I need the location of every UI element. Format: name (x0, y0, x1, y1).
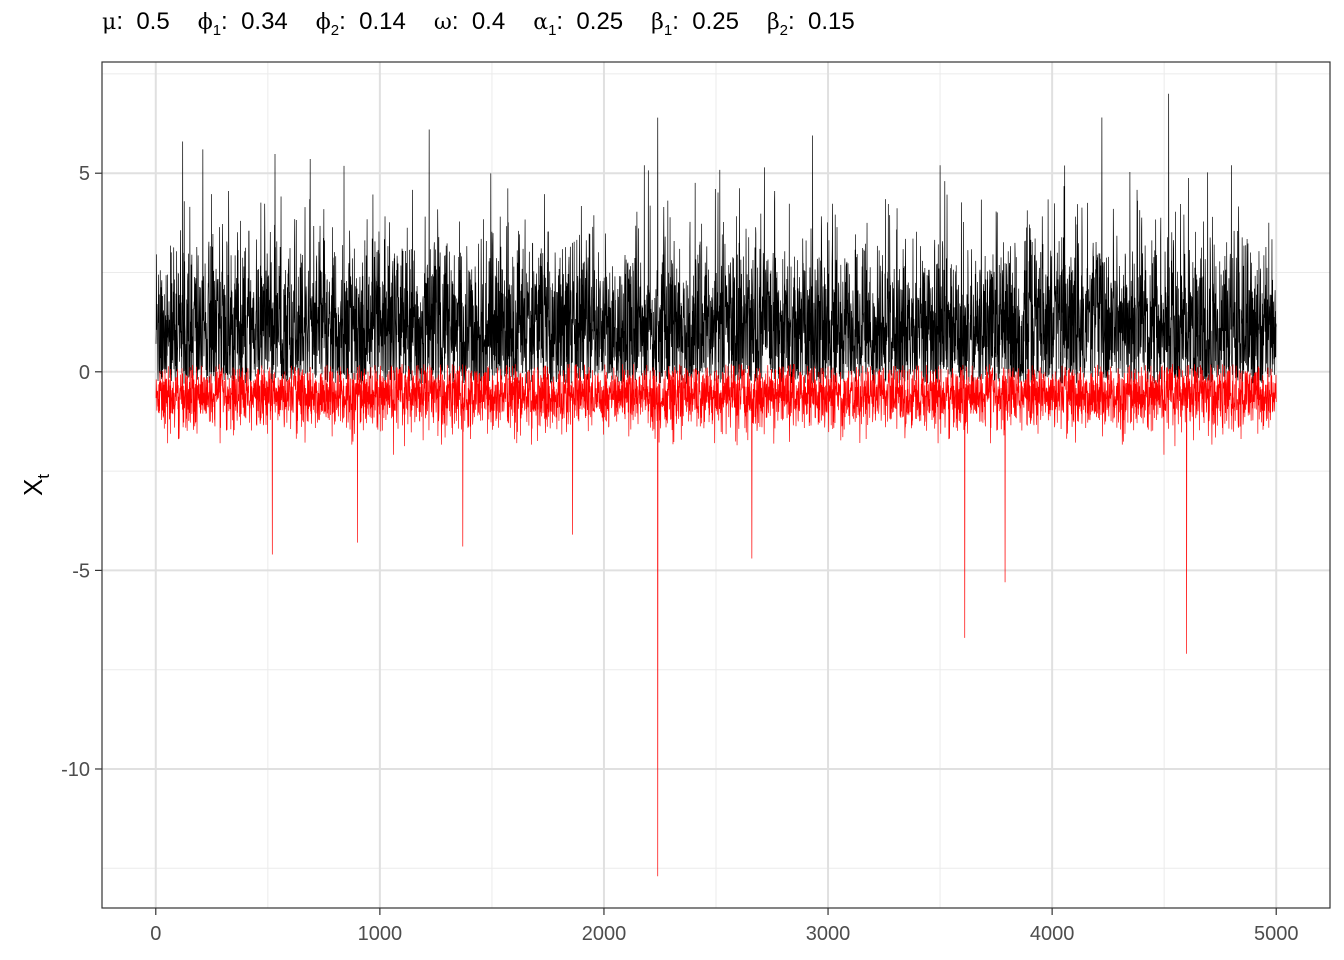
grid-minor (102, 62, 1330, 908)
param-value: 0.25 (576, 8, 624, 35)
param-subscript: 1 (663, 22, 673, 39)
y-label-subscript: t (34, 474, 53, 479)
param-subscript: 1 (212, 22, 222, 39)
param-symbol: ω (433, 10, 452, 35)
param-symbol: β (766, 10, 780, 35)
param-subscript: 2 (779, 22, 788, 39)
param-symbol: μ (102, 10, 117, 35)
y-tick-label: -10 (61, 759, 90, 781)
title-param: β2: 0.15 (766, 8, 855, 39)
title-param: ϕ1: 0.34 (197, 8, 288, 39)
param-symbol: ϕ (315, 10, 331, 35)
title-param: β1: 0.25 (651, 8, 739, 39)
grid-major (102, 62, 1330, 908)
y-tick-label: 0 (79, 362, 90, 384)
param-value: 0.4 (471, 8, 506, 35)
y-label-base: X (18, 479, 48, 496)
title-param: ϕ2: 0.14 (315, 8, 406, 39)
panel-border (101, 61, 1331, 909)
param-symbol: β (651, 10, 664, 35)
y-axis: 5 0 -5 -10 (61, 163, 102, 781)
param-value: 0.14 (359, 8, 406, 35)
y-axis-label: Xt (18, 474, 53, 496)
y-tick-label: 5 (79, 163, 90, 185)
x-axis: 0 1000 2000 3000 4000 5000 (150, 908, 1298, 945)
x-tick-label: 3000 (806, 923, 851, 945)
title-param: α1: 0.25 (533, 8, 624, 39)
param-symbol: ϕ (197, 10, 213, 35)
param-subscript: 2 (330, 22, 340, 39)
param-value: 0.15 (808, 8, 855, 35)
x-tick-label: 5000 (1254, 923, 1299, 945)
series-line (155, 93, 1277, 385)
param-value: 0.5 (136, 8, 170, 35)
x-tick-label: 0 (150, 923, 161, 945)
param-subscript: 1 (548, 22, 557, 39)
y-tick-label: -5 (72, 560, 90, 582)
chart-title: μ: 0.5 ϕ1: 0.34 ϕ2: 0.14 ω: 0.4 α1: 0.25 β1: … (102, 8, 883, 48)
param-value: 0.25 (692, 8, 739, 35)
title-param: ω: 0.4 (433, 8, 506, 35)
param-symbol: α (533, 10, 549, 35)
series-layer (155, 93, 1277, 877)
series-line (155, 363, 1277, 877)
title-param: μ: 0.5 (102, 8, 170, 35)
x-tick-label: 4000 (1030, 923, 1075, 945)
param-value: 0.34 (241, 8, 288, 35)
x-tick-label: 2000 (582, 923, 627, 945)
x-tick-label: 1000 (358, 923, 403, 945)
